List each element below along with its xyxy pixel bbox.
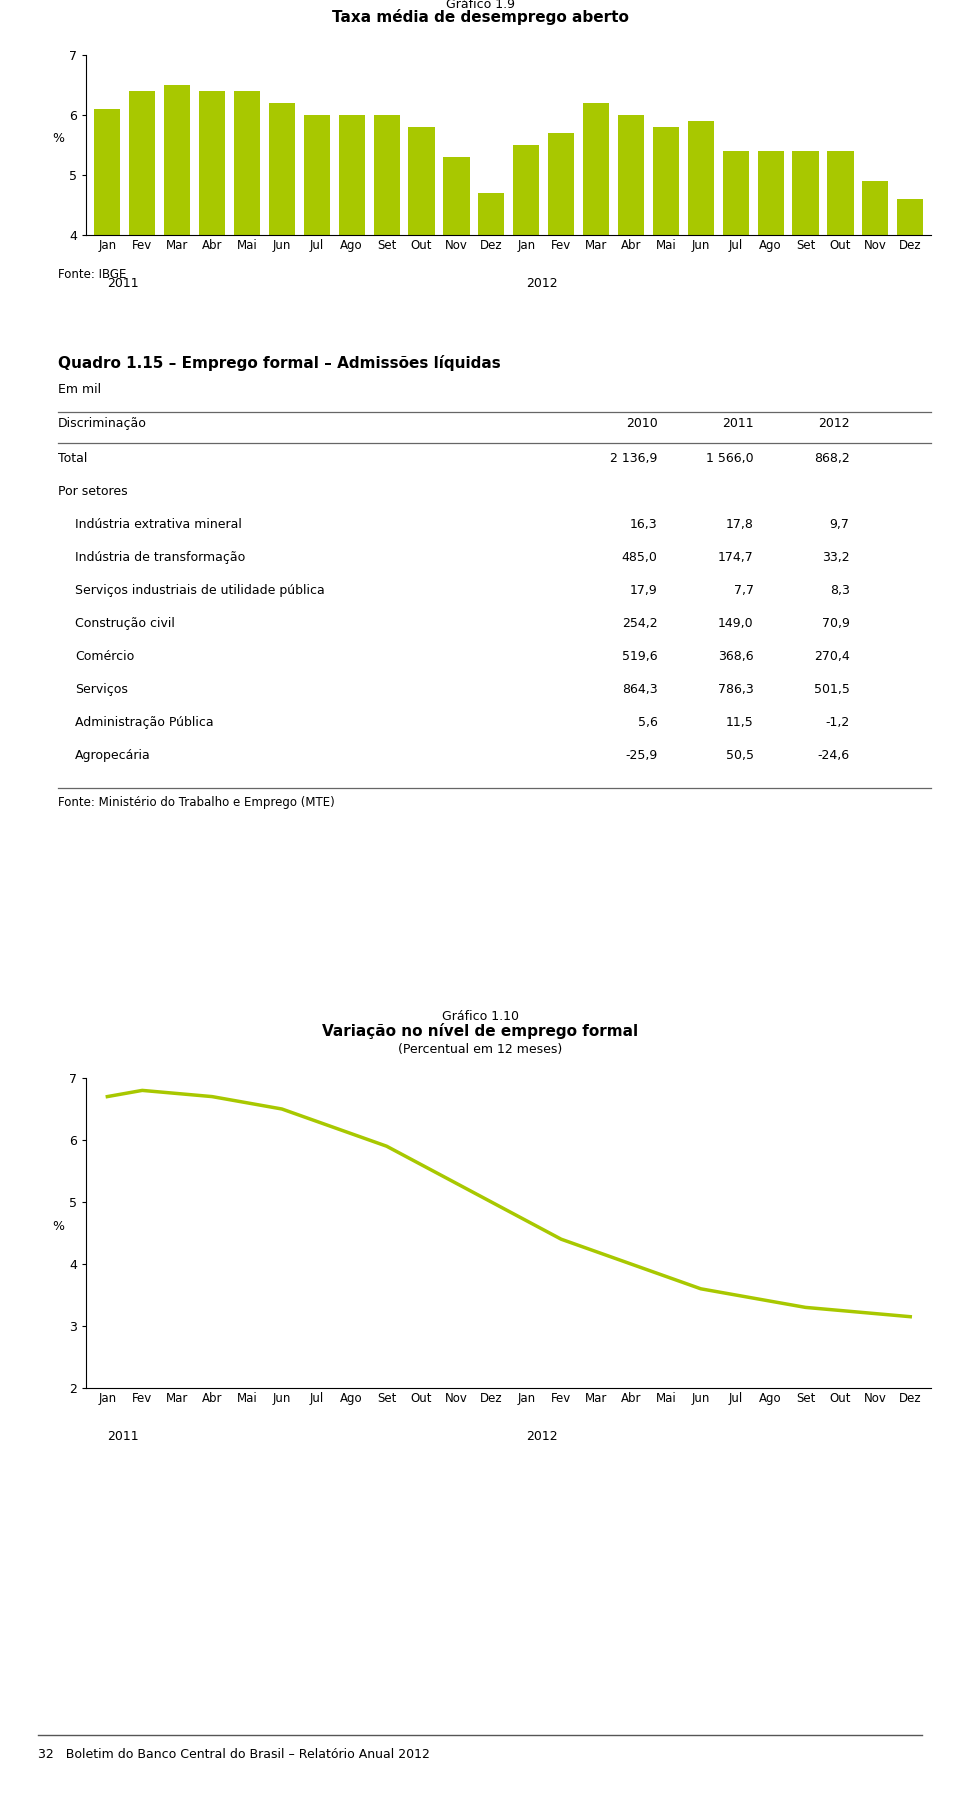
Text: 70,9: 70,9 [822,618,850,630]
Bar [653,128,679,475]
Bar [373,115,399,475]
Bar [548,133,574,475]
Text: 2 136,9: 2 136,9 [611,452,658,465]
Text: 9,7: 9,7 [829,519,850,531]
Bar [339,115,365,475]
Text: 50,5: 50,5 [726,749,754,762]
Text: 17,9: 17,9 [630,584,658,596]
Bar [514,146,540,475]
Text: 485,0: 485,0 [622,551,658,564]
Text: 501,5: 501,5 [814,683,850,695]
Bar [408,128,435,475]
Bar [199,92,226,475]
Text: 2012: 2012 [818,418,850,430]
Y-axis label: %: % [52,1219,64,1234]
Text: 2012: 2012 [526,1430,558,1443]
Text: 2011: 2011 [108,277,139,290]
Text: Gráfico 1.10: Gráfico 1.10 [442,1010,518,1023]
Text: Serviços industriais de utilidade pública: Serviços industriais de utilidade públic… [75,584,324,596]
Bar [757,151,783,475]
Text: 149,0: 149,0 [718,618,754,630]
Text: Serviços: Serviços [75,683,128,695]
Text: 1 566,0: 1 566,0 [706,452,754,465]
Bar [94,110,120,475]
Text: Por setores: Por setores [58,484,128,499]
Text: Em mil: Em mil [58,384,101,396]
Text: 16,3: 16,3 [630,519,658,531]
Bar [583,103,610,475]
Bar [269,103,295,475]
Bar [898,198,924,475]
Text: Fonte: Ministério do Trabalho e Emprego (MTE): Fonte: Ministério do Trabalho e Emprego … [58,796,334,809]
Text: Quadro 1.15 – Emprego formal – Admissões líquidas: Quadro 1.15 – Emprego formal – Admissões… [58,355,500,371]
Text: Variação no nível de emprego formal: Variação no nível de emprego formal [322,1023,638,1039]
Bar [828,151,853,475]
Bar [792,151,819,475]
Text: 519,6: 519,6 [622,650,658,663]
Text: Indústria extrativa mineral: Indústria extrativa mineral [75,519,242,531]
Text: 8,3: 8,3 [829,584,850,596]
Text: 2011: 2011 [108,1430,139,1443]
Text: (Percentual em 12 meses): (Percentual em 12 meses) [397,1043,563,1055]
Bar [723,151,749,475]
Text: 864,3: 864,3 [622,683,658,695]
Text: -24,6: -24,6 [818,749,850,762]
Text: 7,7: 7,7 [733,584,754,596]
Text: 2010: 2010 [626,418,658,430]
Text: 32   Boletim do Banco Central do Brasil – Relatório Anual 2012: 32 Boletim do Banco Central do Brasil – … [38,1749,430,1761]
Bar [303,115,330,475]
Text: 174,7: 174,7 [718,551,754,564]
Bar [234,92,260,475]
Bar [862,180,888,475]
Text: Fonte: IBGE: Fonte: IBGE [58,268,126,281]
Text: 868,2: 868,2 [814,452,850,465]
Text: -1,2: -1,2 [826,717,850,729]
Bar [618,115,644,475]
Bar [164,85,190,475]
Text: Agropecária: Agropecária [75,749,151,762]
Text: Taxa média de desemprego aberto: Taxa média de desemprego aberto [331,9,629,25]
Text: Gráfico 1.9: Gráfico 1.9 [445,0,515,11]
Text: 5,6: 5,6 [637,717,658,729]
Bar [444,157,469,475]
Text: 2012: 2012 [526,277,558,290]
Text: Discriminação: Discriminação [58,418,147,430]
Text: 254,2: 254,2 [622,618,658,630]
Text: Construção civil: Construção civil [75,618,175,630]
Text: 2011: 2011 [722,418,754,430]
Text: Total: Total [58,452,87,465]
Text: Indústria de transformação: Indústria de transformação [75,551,245,564]
Text: 17,8: 17,8 [726,519,754,531]
Text: -25,9: -25,9 [625,749,658,762]
Bar [130,92,156,475]
Text: 11,5: 11,5 [726,717,754,729]
Bar [687,121,714,475]
Text: 786,3: 786,3 [718,683,754,695]
Text: 33,2: 33,2 [822,551,850,564]
Text: Comércio: Comércio [75,650,134,663]
Text: 270,4: 270,4 [814,650,850,663]
Text: 368,6: 368,6 [718,650,754,663]
Text: Administração Pública: Administração Pública [75,717,213,729]
Y-axis label: %: % [52,131,64,146]
Bar [478,193,504,475]
